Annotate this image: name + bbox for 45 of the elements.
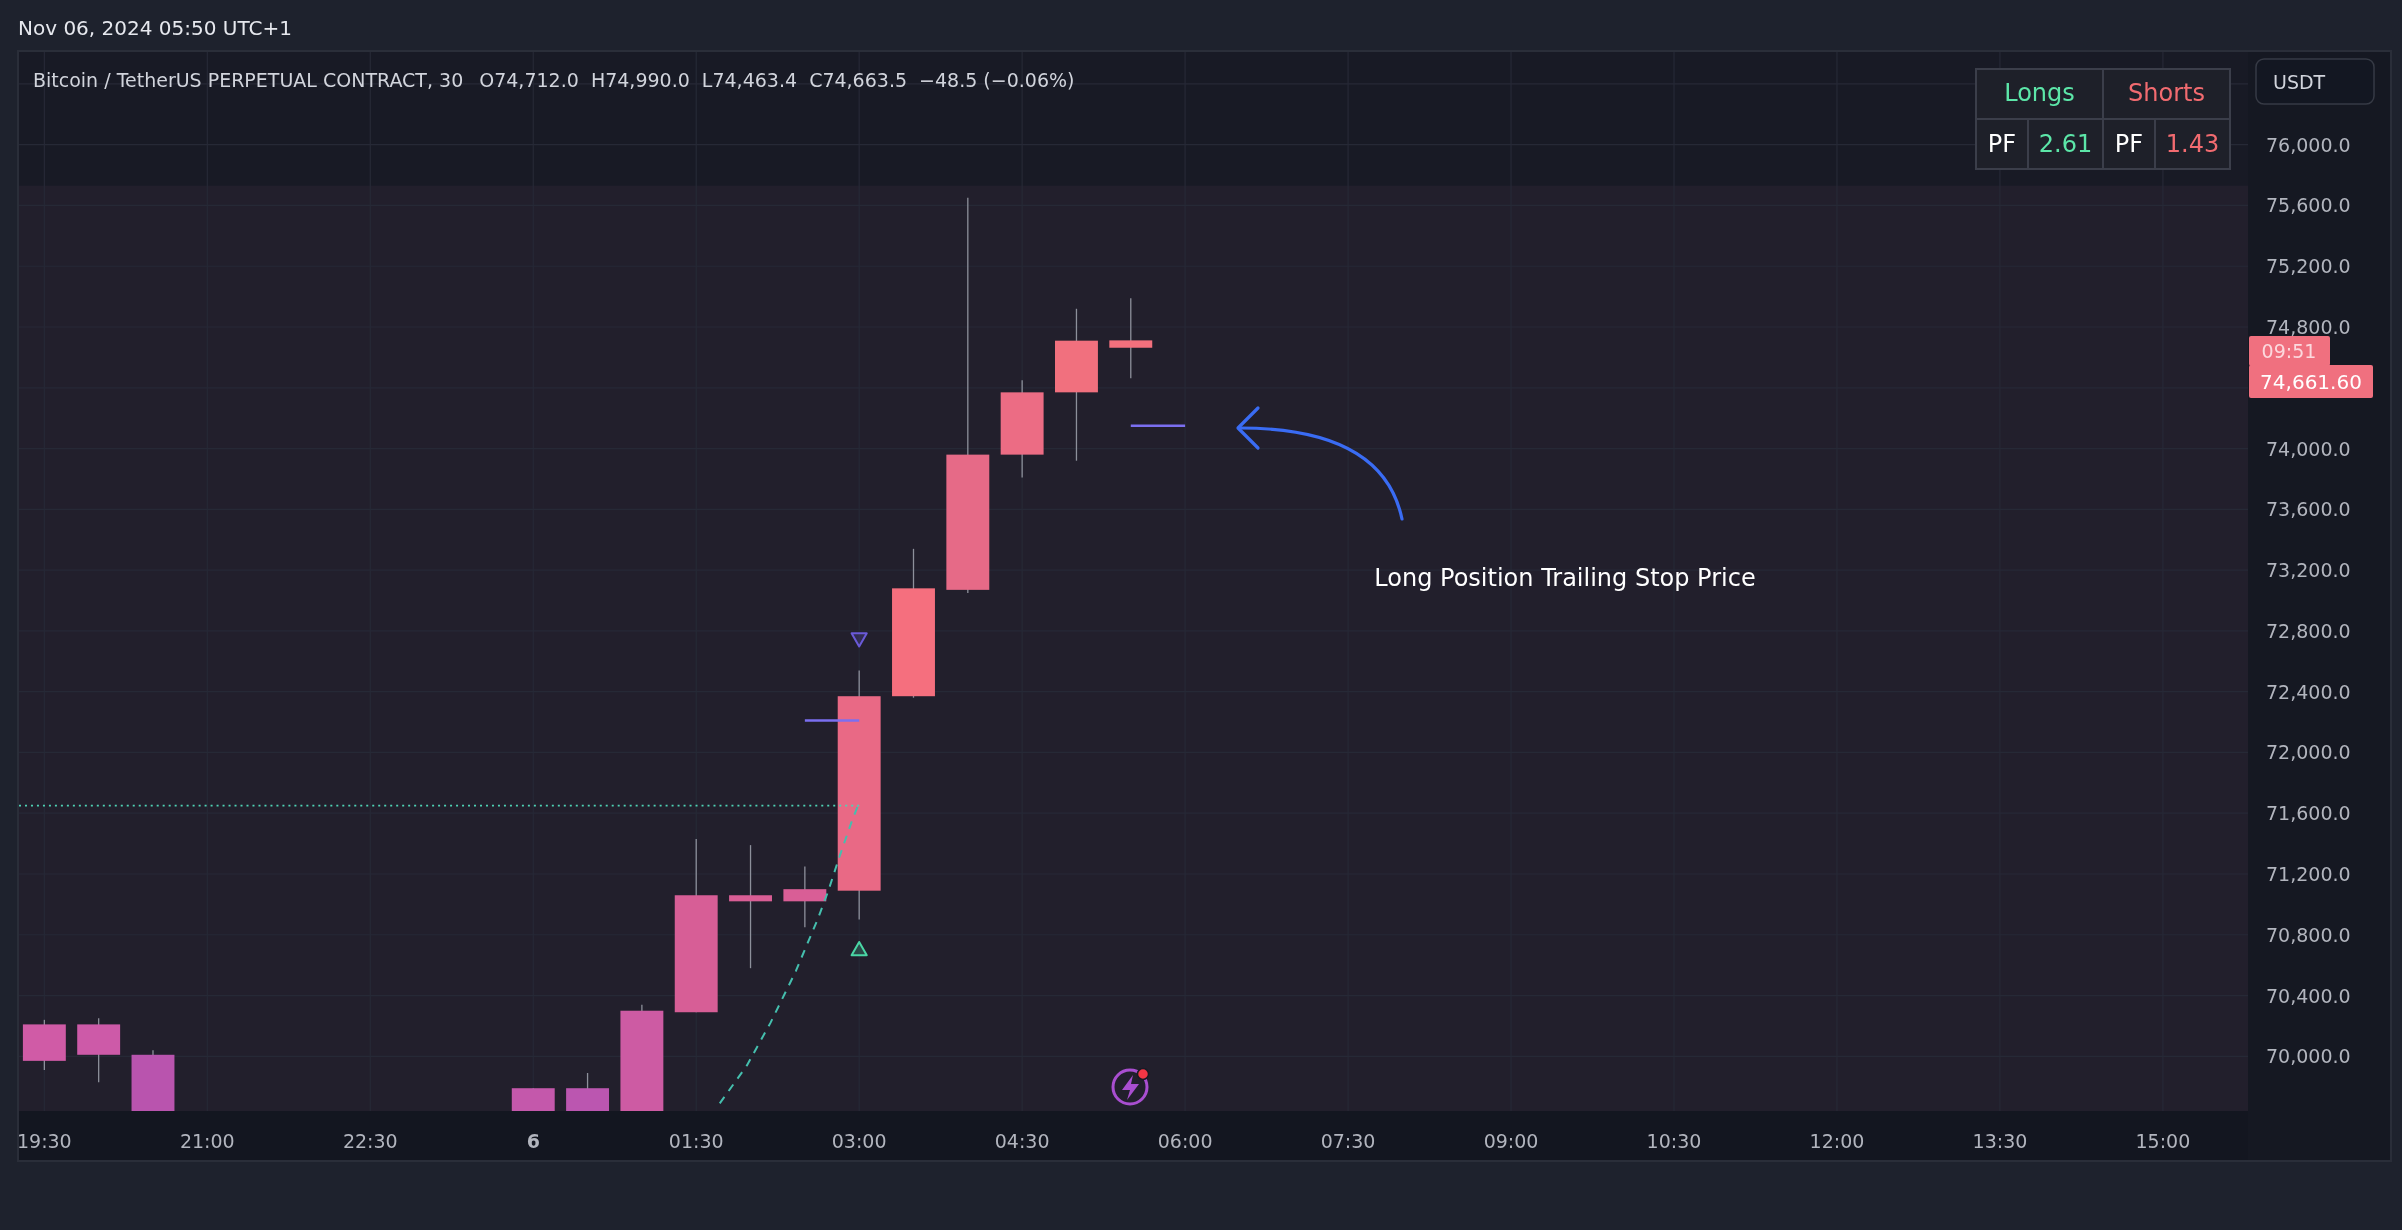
y-tick-label: 75,200.0 <box>2266 255 2351 278</box>
text: Bitcoin / TetherUS PERPETUAL CONTRACT, 30 <box>33 69 464 91</box>
text: 09:51 <box>2261 340 2317 362</box>
line-series <box>718 806 859 1105</box>
x-tick-label: 07:30 <box>1320 1130 1376 1152</box>
x-tick-label: 22:30 <box>342 1130 398 1152</box>
annotation: 1.43 <box>2165 130 2220 158</box>
x-tick-label: 12:00 <box>1809 1130 1865 1152</box>
x-tick-label: 19:30 <box>16 1130 72 1152</box>
y-tick-label: 74,800.0 <box>2266 316 2351 339</box>
y-tick-label: 71,600.0 <box>2266 802 2351 825</box>
annotation: Longs <box>2004 79 2075 107</box>
x-tick-label: 15:00 <box>2135 1130 2191 1152</box>
y-tick-label: 75,600.0 <box>2266 194 2351 217</box>
y-tick-label: 72,400.0 <box>2266 680 2351 703</box>
annotation: Shorts <box>2128 79 2205 107</box>
annotation: PF <box>1987 130 2017 158</box>
y-tick-label: 74,000.0 <box>2266 437 2351 460</box>
annotation: 2.61 <box>2038 130 2093 158</box>
y-tick-label: 70,800.0 <box>2266 923 2351 946</box>
candlestick <box>729 844 772 969</box>
y-tick-label: 73,600.0 <box>2266 498 2351 521</box>
y-tick-label: 70,000.0 <box>2266 1045 2351 1068</box>
x-tick-label: 06:00 <box>1157 1130 1213 1152</box>
annotation: PF <box>2114 130 2144 158</box>
x-tick-label: 01:30 <box>668 1130 724 1152</box>
y-tick-label: 76,000.0 <box>2266 133 2351 156</box>
x-tick-label: 04:30 <box>994 1130 1050 1152</box>
x-tick-label: 03:00 <box>831 1130 887 1152</box>
y-tick-label: 73,200.0 <box>2266 559 2351 582</box>
y-tick-label: 71,200.0 <box>2266 862 2351 885</box>
x-tick-label: 21:00 <box>179 1130 235 1152</box>
text: 74,661.60 <box>2260 370 2362 394</box>
y-tick-label: 70,400.0 <box>2266 984 2351 1007</box>
candlestick <box>1109 297 1153 379</box>
y-axis-title: USDT <box>2273 71 2326 93</box>
x-tick-label: 13:30 <box>1972 1130 2028 1152</box>
x-tick-label: 09:00 <box>1483 1130 1539 1152</box>
x-tick-label: 10:30 <box>1646 1130 1702 1152</box>
x-tick-label: 6 <box>526 1130 540 1152</box>
text: Nov 06, 2024 05:50 UTC+1 <box>18 16 292 40</box>
annotation: O74,712.0 H74,990.0 L74,463.4 C74,663.5 −48.5 (−0.06%) <box>479 69 1075 91</box>
y-tick-label: 72,000.0 <box>2266 741 2351 764</box>
y-tick-label: 72,800.0 <box>2266 619 2351 642</box>
annotation: Long Position Trailing Stop Price <box>1374 564 1756 592</box>
